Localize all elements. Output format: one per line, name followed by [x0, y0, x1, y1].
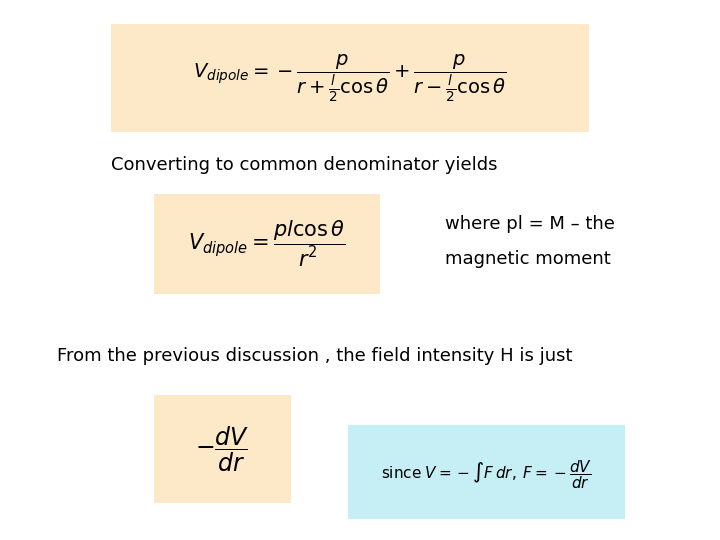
Text: where pl = M – the: where pl = M – the	[445, 215, 615, 233]
FancyBboxPatch shape	[154, 194, 380, 294]
FancyBboxPatch shape	[348, 425, 624, 519]
Text: $V_{dipole} = \dfrac{pl\cos\theta}{r^2}$: $V_{dipole} = \dfrac{pl\cos\theta}{r^2}$	[189, 219, 346, 269]
Text: $-\dfrac{dV}{dr}$: $-\dfrac{dV}{dr}$	[195, 424, 250, 474]
Text: From the previous discussion , the field intensity H is just: From the previous discussion , the field…	[58, 347, 573, 366]
Text: $V_{dipole} = -\dfrac{p}{r + \frac{l}{2}\cos\theta} + \dfrac{p}{r - \frac{l}{2}\: $V_{dipole} = -\dfrac{p}{r + \frac{l}{2}…	[194, 52, 507, 104]
FancyBboxPatch shape	[154, 395, 291, 503]
Text: magnetic moment: magnetic moment	[445, 250, 611, 268]
Text: $\mathrm{since}\; V = -\int F\,dr,\; F = -\dfrac{dV}{dr}$: $\mathrm{since}\; V = -\int F\,dr,\; F =…	[381, 458, 593, 490]
Text: Converting to common denominator yields: Converting to common denominator yields	[112, 156, 498, 174]
FancyBboxPatch shape	[112, 24, 589, 132]
